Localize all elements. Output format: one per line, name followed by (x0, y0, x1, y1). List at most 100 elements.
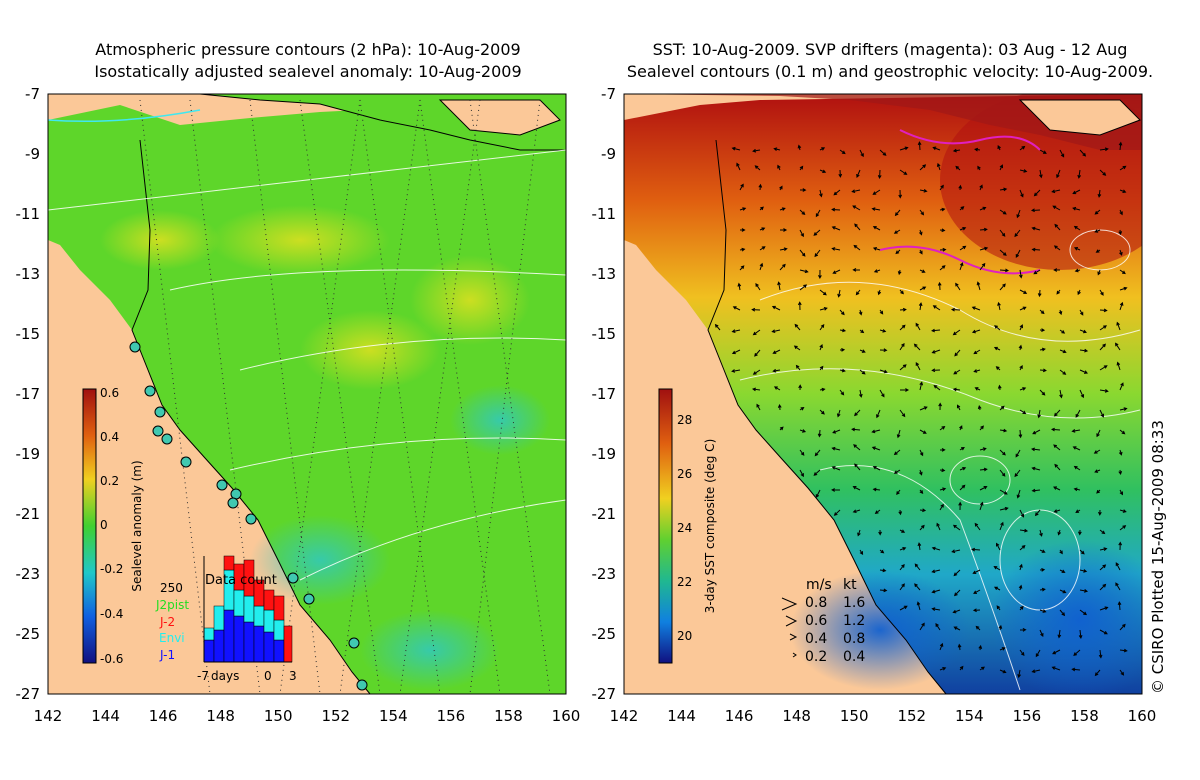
velocity-arrow (1053, 444, 1061, 451)
velocity-arrow (1119, 525, 1127, 531)
velocity-arrow (919, 622, 925, 631)
velocity-arrow (953, 626, 961, 631)
velocity-arrow (919, 188, 928, 193)
velocity-arrow (751, 307, 761, 312)
velocity-arrow (831, 488, 841, 492)
velocity-arrow (1073, 465, 1081, 471)
velocity-arrow (1019, 628, 1027, 632)
velocity-arrow (1037, 289, 1042, 298)
x-tick-label: 142 (610, 707, 639, 725)
velocity-arrow (1119, 382, 1124, 391)
velocity-arrow (755, 283, 761, 291)
velocity-arrow (931, 607, 941, 611)
legend-ms: 0.6 (805, 613, 827, 629)
velocity-arrow (1054, 463, 1061, 471)
velocity-arrow (1031, 466, 1041, 471)
right-colorbar-label: 3-day SST composite (deg C) (703, 439, 717, 613)
velocity-arrow (999, 187, 1008, 192)
y-tick-label: -19 (16, 445, 41, 463)
warm-anomaly (210, 205, 390, 275)
velocity-arrow (779, 426, 784, 431)
x-tick-label: 156 (1013, 707, 1042, 725)
velocity-arrow (1098, 649, 1103, 659)
warm-anomaly (410, 255, 530, 345)
velocity-arrow (1119, 209, 1123, 216)
legend-ms: 0.4 (805, 631, 827, 647)
velocity-arrow (851, 427, 861, 432)
velocity-arrow (993, 346, 1001, 351)
velocity-arrow (879, 369, 888, 374)
velocity-arrow (1119, 189, 1127, 194)
velocity-arrow (999, 449, 1006, 456)
y-tick-label: -9 (601, 145, 616, 163)
velocity-arrow (1031, 226, 1041, 231)
velocity-arrow (1094, 469, 1101, 473)
x-tick-label: 160 (1128, 707, 1157, 725)
legend-j2: J-2 (159, 615, 175, 629)
velocity-arrow (871, 446, 881, 451)
velocity-arrow (1052, 205, 1061, 211)
velocity-arrow (1119, 509, 1127, 513)
velocity-arrow (1072, 189, 1081, 195)
x-tick-label: 146 (149, 707, 178, 725)
pressure-contour (48, 149, 566, 211)
velocity-arrow (997, 384, 1002, 391)
velocity-arrow (1099, 606, 1109, 611)
velocity-arrow (938, 402, 942, 411)
colorbar-tick: 20 (677, 629, 692, 643)
velocity-arrow (1118, 449, 1123, 456)
velocity-arrow (1019, 509, 1025, 518)
velocity-arrow (959, 245, 967, 251)
velocity-arrow (896, 489, 901, 496)
velocity-arrow (953, 369, 961, 375)
velocity-arrow (997, 145, 1001, 151)
velocity-arrow (959, 484, 966, 491)
velocity-arrow (979, 262, 986, 271)
velocity-arrow (1031, 447, 1041, 452)
velocity-arrow (939, 228, 946, 233)
y-tick-label: -17 (16, 385, 41, 403)
velocity-arrow (879, 568, 887, 573)
x-tick-label: 152 (321, 707, 350, 725)
velocity-arrow (893, 469, 901, 474)
velocity-arrow (919, 286, 927, 291)
velocity-arrow (999, 489, 1008, 495)
velocity-arrow (1096, 429, 1101, 438)
velocity-arrow (898, 189, 903, 199)
velocity-arrow (1019, 563, 1023, 571)
velocity-arrow (899, 529, 906, 533)
velocity-arrow (1097, 269, 1101, 276)
velocity-arrow (819, 189, 823, 198)
velocity-arrow (919, 209, 925, 216)
velocity-arrow (919, 489, 924, 494)
velocity-arrow (1097, 189, 1102, 198)
legend-arrow (792, 652, 797, 658)
x-tick-label: 148 (782, 707, 811, 725)
velocity-arrow (999, 209, 1007, 215)
velocity-arrow (832, 429, 841, 434)
velocity-arrow (1119, 407, 1128, 411)
velocity-arrow (1019, 545, 1026, 551)
velocity-arrow (859, 329, 865, 334)
pressure-contour (229, 437, 566, 471)
velocity-arrow (893, 229, 901, 234)
colorbar-tick: 0.6 (100, 386, 119, 400)
velocity-arrow (759, 227, 766, 231)
colorbar-tick: 26 (677, 467, 692, 481)
velocity-arrow (799, 269, 809, 274)
velocity-arrow (1054, 223, 1061, 231)
velocity-arrow (957, 643, 962, 651)
velocity-legend: m/s kt 0.8 1.6 0.6 1.2 0.4 0.8 0.2 0.4 (781, 577, 865, 665)
velocity-arrow (879, 329, 887, 333)
velocity-arrow (1053, 509, 1061, 513)
velocity-arrow (959, 466, 967, 471)
velocity-arrow (1075, 409, 1081, 418)
right-map (624, 94, 1142, 694)
data-count-xtick: 3 (289, 669, 297, 683)
velocity-arrow (899, 547, 907, 551)
velocity-arrow (1116, 361, 1121, 371)
velocity-arrow (1099, 343, 1106, 351)
cool-sst-patch (790, 570, 970, 690)
velocity-arrow (1019, 324, 1023, 331)
